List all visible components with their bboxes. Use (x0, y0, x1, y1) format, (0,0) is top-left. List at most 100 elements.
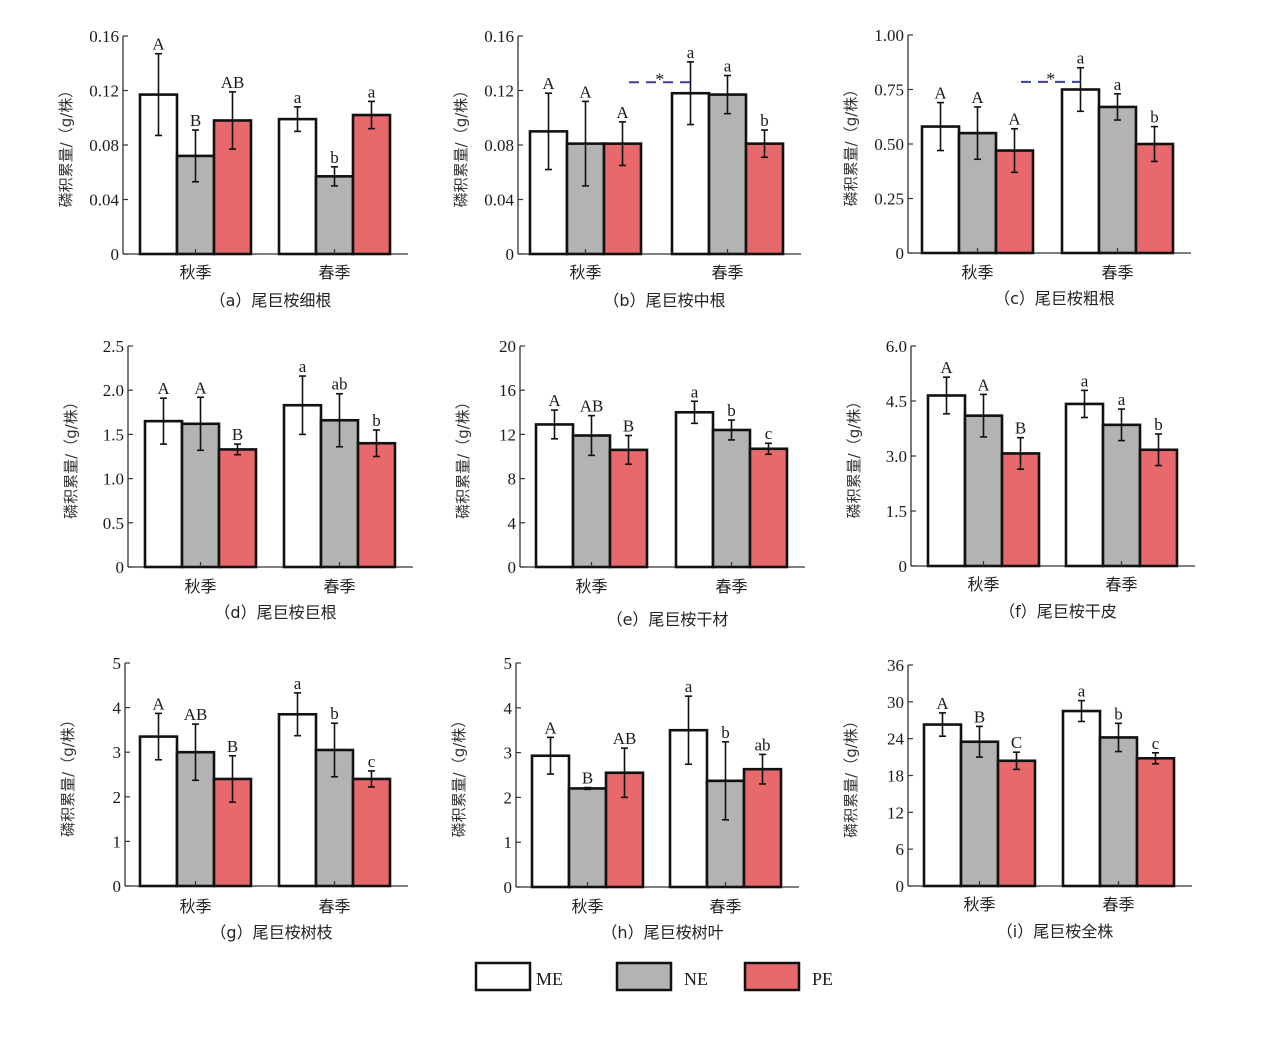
significance-label: c (765, 424, 773, 443)
y-tick-label: 0.75 (874, 81, 904, 100)
y-tick-label: 4 (113, 699, 122, 718)
bar-me (674, 410, 715, 569)
significance-label: A (934, 84, 947, 103)
y-tick-label: 1.0 (103, 470, 124, 489)
y-axis-label: 磷积累量/（g/株） (845, 394, 863, 519)
y-tick-label: 0.12 (89, 82, 119, 101)
y-tick-label: 30 (887, 693, 904, 712)
y-axis-label: 磷积累量/（g/株） (452, 83, 470, 208)
y-tick-label: 18 (887, 767, 904, 786)
significance-label: b (372, 411, 381, 430)
bar-ne (1097, 105, 1138, 255)
x-tick-label: 春季 (709, 897, 741, 916)
x-tick-label: 春季 (711, 263, 743, 282)
panel-d: 0 0.5 1.0 1.5 2.0 2.5 磷积累量/（g/株） A A B 秋季 a ab b 春季 （d）… (62, 337, 413, 622)
bar-me (922, 723, 963, 888)
significance-label: AB (613, 729, 637, 748)
bar-pe (744, 142, 785, 256)
significance-label: a (1078, 682, 1086, 701)
bar-ne (963, 414, 1004, 568)
bar-ne (959, 740, 1000, 888)
x-tick-label: 春季 (318, 897, 350, 916)
panel-c: 0 0.25 0.50 0.75 1.00 磷积累量/（g/株） A A A 秋季 a a b 春季 * （c… (842, 26, 1191, 308)
panel-g: 0 1 2 3 4 5 磷积累量/（g/株） A AB B 秋季 a b c 春季 （g）尾巨桉树枝 (59, 654, 408, 942)
significance-label: A (936, 694, 949, 713)
significance-label: a (1114, 75, 1122, 94)
y-tick-label: 16 (499, 381, 516, 400)
bar-ne (314, 175, 355, 256)
y-tick-label: 0.50 (874, 135, 904, 154)
y-tick-label: 0.04 (89, 191, 119, 210)
significance-label: a (294, 674, 302, 693)
x-tick-label: 秋季 (961, 263, 993, 282)
significance-label: b (1150, 108, 1159, 127)
bar-ne (1101, 423, 1142, 568)
significance-label: AB (184, 705, 208, 724)
significance-label: ab (331, 375, 347, 394)
bar-pe (748, 447, 789, 569)
y-tick-label: 20 (499, 337, 516, 356)
panel-caption: （b）尾巨桉中根 (603, 291, 725, 310)
panel-caption: （h）尾巨桉树叶 (601, 923, 723, 942)
y-tick-label: 0 (508, 558, 517, 577)
bar-pe (1000, 452, 1041, 568)
y-axis-label: 磷积累量/（g/株） (59, 712, 77, 837)
significance-label: B (232, 425, 243, 444)
y-tick-label: 2 (113, 788, 122, 807)
legend-swatch-me (474, 961, 532, 992)
x-tick-label: 秋季 (179, 897, 211, 916)
panel-i: 0 6 12 18 24 30 36 磷积累量/（g/株） A B C 秋季 a b c 春季 （i）尾巨桉全株 (842, 656, 1192, 941)
significance-label: c (368, 752, 376, 771)
significance-label: A (971, 88, 984, 107)
y-tick-label: 0.5 (103, 514, 124, 533)
significance-label: A (152, 694, 165, 713)
y-tick-label: 2.0 (103, 381, 124, 400)
y-tick-label: 1.00 (874, 26, 904, 45)
panel-a: 00.040.080.120.16磷积累量/（g/株）ABAB秋季aba春季（a… (57, 27, 408, 310)
significance-label: B (623, 417, 634, 436)
significance-label: a (294, 88, 302, 107)
significance-label: A (940, 358, 953, 377)
panel-b: 0 0.04 0.08 0.12 0.16 磷积累量/（g/株） A A A 秋季 a a b 春季 * （b… (452, 27, 801, 310)
significance-label: a (687, 43, 695, 62)
y-tick-label: 12 (887, 803, 904, 822)
y-tick-label: 1 (113, 832, 122, 851)
significance-label: b (727, 401, 736, 420)
x-tick-label: 秋季 (571, 897, 603, 916)
significance-label: B (582, 769, 593, 788)
y-tick-label: 2 (504, 788, 513, 807)
y-tick-label: 6 (896, 840, 905, 859)
y-tick-label: 0 (896, 877, 905, 896)
significance-label: b (1154, 415, 1163, 434)
significance-label: A (548, 391, 561, 410)
bar-pe (1138, 448, 1179, 568)
legend-label-me: ME (536, 969, 563, 989)
significance-label: a (368, 82, 376, 101)
significance-label: A (157, 379, 170, 398)
significance-label: a (691, 382, 699, 401)
bar-me (1060, 88, 1101, 255)
y-tick-label: 8 (508, 470, 517, 489)
significance-label: AB (221, 73, 245, 92)
y-tick-label: 1.5 (103, 425, 124, 444)
panel-e: 0 4 8 12 16 20 磷积累量/（g/株） A AB B 秋季 a b c 春季 （e）尾巨桉干材 (454, 337, 805, 629)
y-tick-label: 0.25 (874, 190, 904, 209)
bar-ne (707, 93, 748, 256)
bar-pe (217, 448, 258, 569)
bar-pe (608, 448, 649, 569)
x-tick-label: 秋季 (963, 895, 995, 914)
y-tick-label: 0.16 (484, 27, 514, 46)
y-tick-label: 0 (113, 877, 122, 896)
bar-me (277, 117, 318, 256)
bar-me (1061, 709, 1102, 888)
panel-caption: （c）尾巨桉粗根 (994, 289, 1115, 308)
y-tick-label: 12 (499, 425, 516, 444)
y-tick-label: 6.0 (886, 337, 907, 356)
significance-star: * (655, 69, 664, 89)
bar-ne (1098, 736, 1139, 888)
y-tick-label: 36 (887, 656, 904, 675)
panel-caption: （d）尾巨桉巨根 (214, 603, 336, 622)
significance-label: A (579, 82, 592, 101)
